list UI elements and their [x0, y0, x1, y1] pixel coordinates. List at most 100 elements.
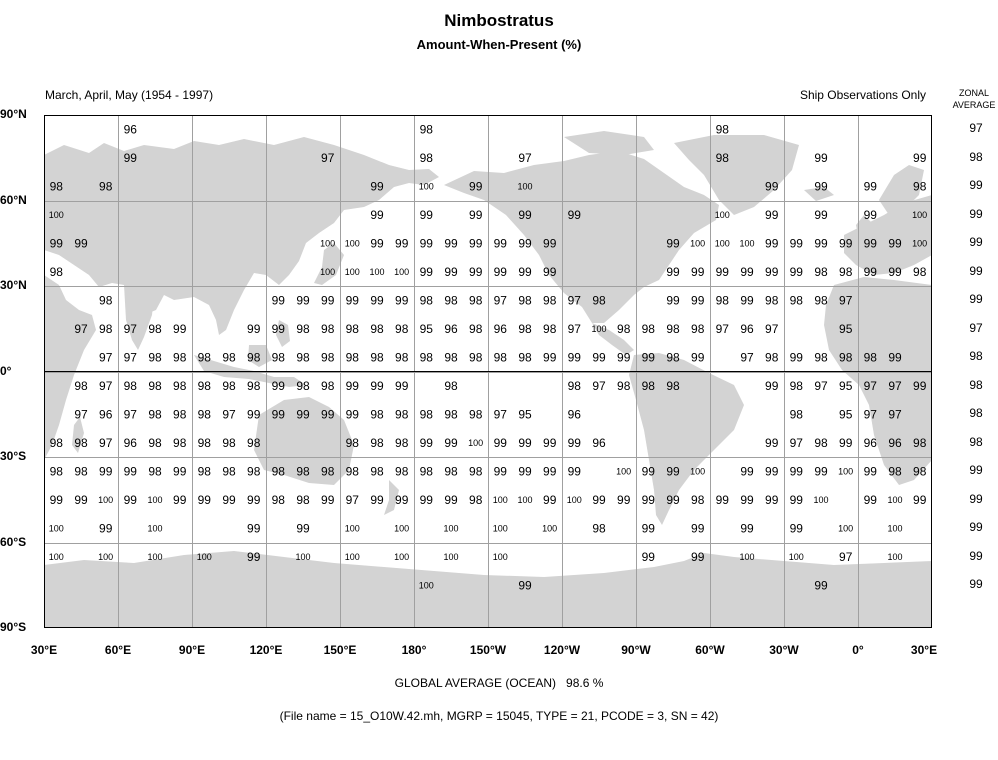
grid-cell-value: 99 [444, 436, 458, 450]
grid-cell-value: 99 [395, 493, 409, 507]
latitude-label: 0° [0, 363, 12, 378]
grid-cell-value: 96 [592, 436, 606, 450]
grid-cell-value: 97 [765, 322, 779, 336]
grid-cell-value: 99 [666, 464, 680, 478]
grid-cell-value: 97 [74, 407, 88, 421]
grid-cell-value: 100 [690, 466, 705, 476]
landmass-britain [856, 215, 872, 237]
grid-cell-value: 99 [469, 265, 483, 279]
longitude-label: 180° [401, 643, 427, 657]
grid-cell-value: 100 [147, 523, 162, 533]
grid-cell-value: 98 [592, 521, 606, 535]
latitude-label: 60°S [0, 534, 27, 549]
grid-cell-value: 98 [420, 464, 434, 478]
landmass-arctic-islands [564, 131, 654, 155]
grid-cell-value: 99 [518, 578, 532, 592]
chart-title: Nimbostratus [444, 11, 554, 30]
grid-cell-value: 99 [765, 236, 779, 250]
grid-cell-value: 99 [864, 493, 878, 507]
zonal-average-value: 98 [969, 349, 983, 364]
grid-cell-value: 99 [321, 493, 335, 507]
grid-cell-value: 98 [420, 350, 434, 364]
grid-cell-value: 99 [173, 493, 187, 507]
zonal-average-value: 99 [969, 577, 983, 592]
grid-cell-value: 98 [469, 322, 483, 336]
grid-cell-value: 99 [691, 521, 705, 535]
grid-cell-value: 99 [888, 265, 902, 279]
longitude-label: 150°E [323, 643, 357, 657]
grid-cell-value: 100 [616, 466, 631, 476]
grid-cell-value: 98 [864, 350, 878, 364]
grid-cell-value: 99 [99, 521, 113, 535]
grid-cell-value: 98 [173, 436, 187, 450]
grid-cell-value: 98 [247, 464, 261, 478]
grid-cell-value: 97 [74, 322, 88, 336]
grid-cell-value: 99 [716, 493, 730, 507]
grid-cell-value: 100 [813, 495, 828, 505]
grid-cell-value: 99 [124, 464, 138, 478]
grid-cell-value: 100 [345, 523, 360, 533]
grid-cell-value: 99 [370, 236, 384, 250]
grid-cell-value: 99 [370, 179, 384, 193]
grid-cell-value: 98 [642, 322, 656, 336]
grid-cell-value: 100 [838, 523, 853, 533]
grid-cell-value: 99 [247, 521, 261, 535]
grid-cell-value: 96 [124, 122, 138, 136]
grid-cell-value: 98 [913, 464, 927, 478]
grid-cell-value: 98 [346, 464, 360, 478]
grid-cell-value: 98 [469, 293, 483, 307]
landmass-africa-east [44, 275, 96, 460]
grid-cell-value: 100 [345, 238, 360, 248]
grid-cell-value: 98 [99, 179, 113, 193]
grid-cell-value: 100 [394, 552, 409, 562]
grid-cell-value: 100 [493, 552, 508, 562]
grid-cell-value: 98 [469, 493, 483, 507]
grid-cell-value: 99 [642, 521, 656, 535]
grid-cell-value: 100 [715, 210, 730, 220]
grid-cell-value: 99 [395, 293, 409, 307]
grid-cell-value: 95 [420, 322, 434, 336]
grid-cell-value: 99 [247, 550, 261, 564]
grid-cell-value: 98 [814, 265, 828, 279]
grid-cell-value: 98 [173, 350, 187, 364]
longitude-label: 30°E [30, 643, 58, 657]
grid-cell-value: 100 [49, 523, 64, 533]
global-average-value: 98.6 % [566, 676, 604, 690]
grid-cell-value: 99 [691, 293, 705, 307]
grid-cell-value: 99 [864, 236, 878, 250]
grid-cell-value: 99 [494, 265, 508, 279]
grid-cell-value: 98 [247, 379, 261, 393]
grid-cell-value: 96 [124, 436, 138, 450]
grid-cell-value: 98 [913, 436, 927, 450]
grid-cell-value: 99 [247, 322, 261, 336]
grid-cell-value: 100 [49, 210, 64, 220]
grid-cell-value: 98 [765, 350, 779, 364]
landmass-iceland [804, 187, 834, 201]
grid-cell-value: 98 [272, 493, 286, 507]
grid-cell-value: 98 [50, 179, 64, 193]
global-average: GLOBAL AVERAGE (OCEAN) 98.6 % [0, 676, 998, 690]
zonal-average-value: 99 [969, 548, 983, 563]
grid-cell-value: 98 [370, 322, 384, 336]
grid-cell-value: 98 [148, 436, 162, 450]
grid-cell-value: 99 [518, 265, 532, 279]
grid-cell-value: 98 [222, 436, 236, 450]
grid-cell-value: 99 [642, 493, 656, 507]
grid-cell-value: 100 [197, 552, 212, 562]
grid-cell-value: 99 [370, 293, 384, 307]
grid-cell-value: 98 [592, 293, 606, 307]
grid-cell-value: 98 [716, 293, 730, 307]
grid-cell-value: 99 [247, 407, 261, 421]
grid-cell-value: 99 [346, 379, 360, 393]
grid-cell-value: 98 [790, 379, 804, 393]
grid-cell-value: 98 [370, 436, 384, 450]
zonal-header-line-2: AVERAGE [952, 100, 996, 110]
grid-cell-value: 99 [617, 493, 631, 507]
longitude-label: 90°E [178, 643, 206, 657]
grid-cell-value: 98 [50, 265, 64, 279]
grid-cell-value: 98 [444, 379, 458, 393]
zonal-average-value: 99 [969, 463, 983, 478]
grid-cell-value: 99 [592, 350, 606, 364]
grid-cell-value: 100 [98, 495, 113, 505]
grid-cell-value: 99 [568, 436, 582, 450]
